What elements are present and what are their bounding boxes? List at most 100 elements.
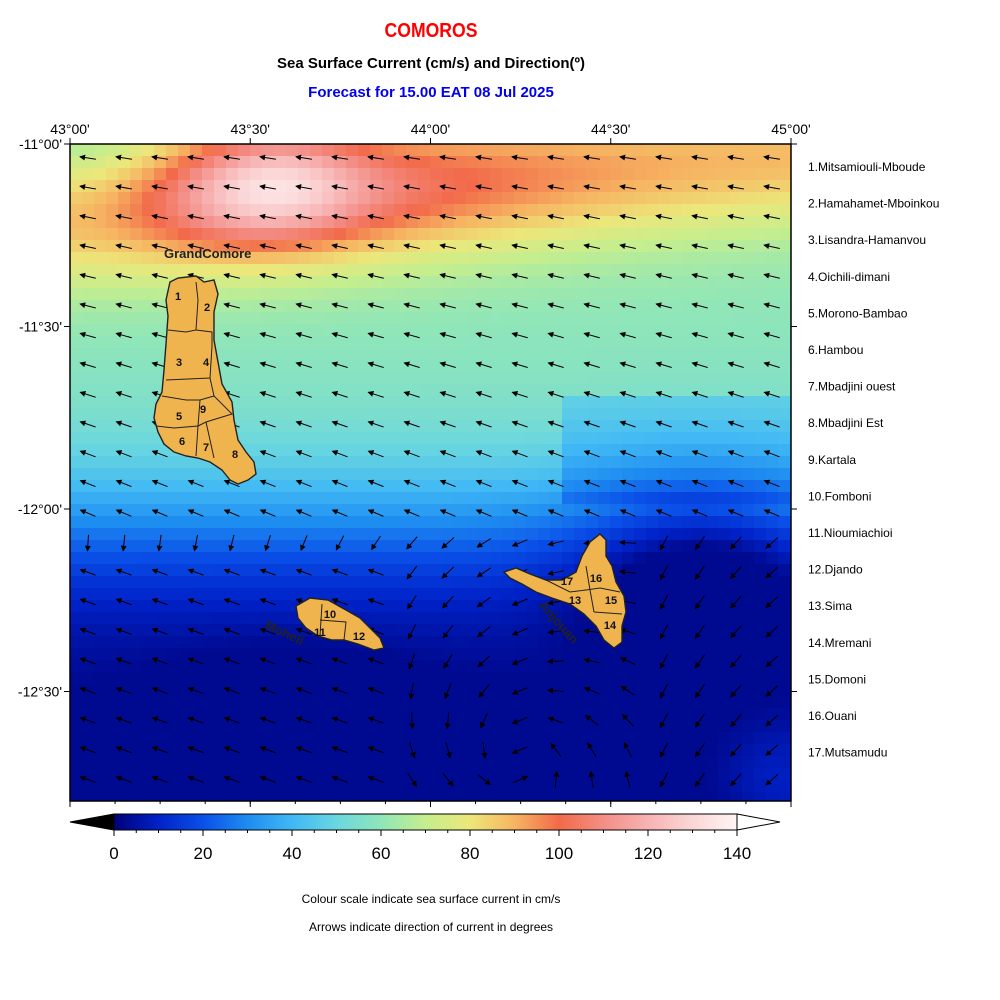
- speed-cell: [634, 612, 647, 625]
- speed-cell: [634, 468, 647, 481]
- speed-cell: [634, 696, 647, 709]
- speed-cell: [742, 168, 755, 181]
- speed-cell: [646, 312, 659, 325]
- speed-cell: [382, 732, 395, 745]
- speed-cell: [574, 240, 587, 253]
- speed-cell: [538, 720, 551, 733]
- speed-cell: [394, 468, 407, 481]
- speed-cell: [754, 276, 767, 289]
- speed-cell: [778, 576, 791, 589]
- speed-cell: [478, 576, 491, 589]
- speed-cell: [214, 684, 227, 697]
- speed-cell: [118, 756, 131, 769]
- current-arrow: [511, 184, 528, 191]
- speed-cell: [262, 780, 275, 793]
- speed-cell: [274, 312, 287, 325]
- speed-cell: [250, 540, 263, 553]
- speed-cell: [262, 756, 275, 769]
- speed-cell: [598, 768, 611, 781]
- speed-cell: [262, 576, 275, 589]
- speed-cell: [166, 612, 179, 625]
- speed-cell: [106, 216, 119, 229]
- speed-cell: [778, 168, 791, 181]
- current-arrow: [259, 716, 276, 724]
- district-legend-item: 12.Djando: [808, 563, 863, 577]
- speed-cell: [562, 732, 575, 745]
- speed-cell: [646, 408, 659, 421]
- current-arrow: [583, 657, 600, 664]
- current-arrow: [79, 686, 96, 695]
- speed-cell: [286, 156, 299, 169]
- district-legend-item: 16.Ouani: [808, 709, 857, 723]
- speed-cell: [250, 408, 263, 421]
- speed-cell: [430, 312, 443, 325]
- speed-cell: [598, 504, 611, 517]
- speed-cell: [670, 576, 683, 589]
- speed-cell: [454, 288, 467, 301]
- speed-cell: [454, 540, 467, 553]
- speed-cell: [550, 372, 563, 385]
- current-arrow: [223, 243, 240, 250]
- speed-cell: [478, 468, 491, 481]
- speed-cell: [658, 576, 671, 589]
- speed-cell: [526, 228, 539, 241]
- speed-cell: [490, 504, 503, 517]
- speed-cell: [730, 192, 743, 205]
- speed-cell: [418, 396, 431, 409]
- speed-cell: [598, 204, 611, 217]
- speed-cell: [154, 528, 167, 541]
- speed-cell: [142, 552, 155, 565]
- speed-cell: [730, 768, 743, 781]
- speed-cell: [538, 432, 551, 445]
- speed-cell: [430, 768, 443, 781]
- speed-cell: [238, 408, 251, 421]
- speed-cell: [562, 636, 575, 649]
- speed-cell: [262, 336, 275, 349]
- speed-cell: [238, 744, 251, 757]
- speed-cell: [598, 444, 611, 457]
- speed-cell: [418, 360, 431, 373]
- speed-cell: [598, 336, 611, 349]
- speed-cell: [574, 192, 587, 205]
- speed-cell: [598, 228, 611, 241]
- speed-cell: [622, 144, 635, 157]
- speed-cell: [682, 444, 695, 457]
- current-arrow: [765, 596, 779, 609]
- current-arrow: [694, 683, 705, 699]
- current-arrow: [619, 361, 636, 369]
- speed-cell: [442, 372, 455, 385]
- speed-cell: [274, 528, 287, 541]
- district-number-2: 2: [204, 302, 210, 314]
- speed-cell: [526, 396, 539, 409]
- speed-cell: [418, 756, 431, 769]
- speed-cell: [454, 348, 467, 361]
- speed-cell: [442, 192, 455, 205]
- speed-cell: [178, 552, 191, 565]
- speed-cell: [190, 468, 203, 481]
- speed-cell: [370, 696, 383, 709]
- current-arrow: [475, 302, 492, 309]
- speed-cell: [322, 336, 335, 349]
- speed-cell: [238, 360, 251, 373]
- speed-cell: [790, 156, 791, 169]
- speed-cell: [586, 516, 599, 529]
- speed-cell: [262, 192, 275, 205]
- speed-cell: [286, 708, 299, 721]
- speed-cell: [130, 672, 143, 685]
- speed-cell: [562, 168, 575, 181]
- speed-cell: [634, 528, 647, 541]
- speed-cell: [142, 456, 155, 469]
- speed-cell: [706, 528, 719, 541]
- speed-cell: [346, 432, 359, 445]
- speed-cell: [346, 348, 359, 361]
- speed-cell: [742, 732, 755, 745]
- speed-cell: [430, 744, 443, 757]
- speed-cell: [286, 768, 299, 781]
- current-arrow: [476, 538, 492, 548]
- speed-cell: [334, 528, 347, 541]
- speed-cell: [226, 792, 239, 801]
- speed-cell: [370, 576, 383, 589]
- speed-cell: [586, 792, 599, 801]
- speed-cell: [82, 396, 95, 409]
- current-arrow: [151, 598, 168, 606]
